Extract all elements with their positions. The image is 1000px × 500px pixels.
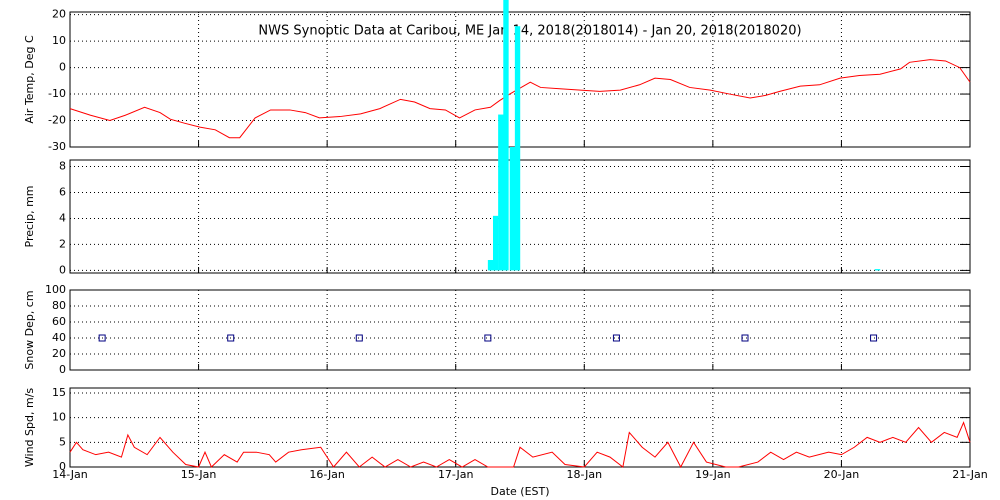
point	[870, 334, 878, 342]
x-tick-label: 18-Jan	[567, 468, 603, 481]
x-tick-label: 15-Jan	[181, 468, 217, 481]
y-axis-label: Air Temp, Deg C	[23, 35, 36, 124]
point	[355, 334, 363, 342]
chart-title: NWS Synoptic Data at Caribou, ME Jan 14,…	[258, 24, 801, 39]
y-tick-label: 100	[45, 283, 66, 296]
plot-frame	[69, 387, 971, 468]
plot-frame	[69, 289, 971, 371]
point	[484, 334, 492, 342]
y-tick-label: 2	[59, 237, 66, 250]
y-tick-label: -30	[48, 140, 66, 153]
bar	[874, 269, 881, 271]
point	[98, 334, 106, 342]
y-tick-label: -10	[48, 87, 66, 100]
x-tick-label: 17-Jan	[438, 468, 474, 481]
bar	[493, 215, 499, 271]
y-tick-label: 60	[52, 315, 66, 328]
x-tick-label: 21-Jan	[952, 468, 988, 481]
y-tick-label: 15	[52, 386, 66, 399]
y-tick-label: 0	[59, 263, 66, 276]
data-line	[69, 59, 971, 139]
x-tick-label: 16-Jan	[309, 468, 345, 481]
y-tick-label: 10	[52, 411, 66, 424]
y-tick-label: -20	[48, 114, 66, 127]
x-tick-label: 20-Jan	[824, 468, 860, 481]
bar	[498, 114, 504, 271]
y-axis-label: Wind Spd, m/s	[23, 388, 36, 468]
x-axis-label: Date (EST)	[490, 485, 549, 498]
y-tick-label: 0	[59, 61, 66, 74]
x-tick-label: 14-Jan	[52, 468, 88, 481]
y-tick-label: 0	[59, 363, 66, 376]
y-axis-label: Precip, mm	[23, 186, 36, 248]
point	[612, 334, 620, 342]
y-axis-label: Snow Dep, cm	[23, 290, 36, 369]
data-line	[69, 421, 971, 469]
y-tick-label: 5	[59, 435, 66, 448]
bar	[503, 0, 509, 271]
y-tick-label: 20	[52, 8, 66, 21]
y-tick-label: 40	[52, 331, 66, 344]
y-tick-label: 8	[59, 159, 66, 172]
y-tick-label: 6	[59, 185, 66, 198]
bar	[509, 147, 516, 271]
y-tick-label: 80	[52, 299, 66, 312]
point	[741, 334, 749, 342]
x-tick-label: 19-Jan	[695, 468, 731, 481]
bar	[487, 260, 494, 271]
point	[227, 334, 235, 342]
y-tick-label: 10	[52, 34, 66, 47]
y-tick-label: 20	[52, 347, 66, 360]
y-tick-label: 0	[59, 460, 66, 473]
bar	[514, 26, 521, 271]
y-tick-label: 4	[59, 211, 66, 224]
